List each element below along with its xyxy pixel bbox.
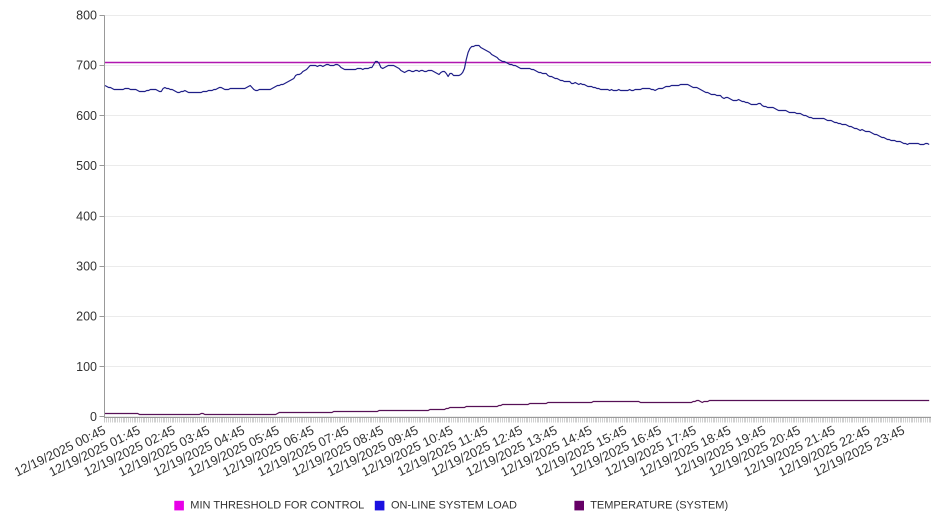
svg-text:400: 400 xyxy=(76,209,97,223)
svg-text:300: 300 xyxy=(76,260,97,274)
svg-text:500: 500 xyxy=(76,159,97,173)
svg-text:ON-LINE SYSTEM LOAD: ON-LINE SYSTEM LOAD xyxy=(391,500,517,512)
svg-text:TEMPERATURE (SYSTEM): TEMPERATURE (SYSTEM) xyxy=(590,500,728,512)
svg-text:0: 0 xyxy=(90,410,97,424)
svg-text:MIN THRESHOLD FOR CONTROL: MIN THRESHOLD FOR CONTROL xyxy=(190,500,364,512)
svg-text:100: 100 xyxy=(76,360,97,374)
svg-text:800: 800 xyxy=(76,9,97,23)
svg-text:200: 200 xyxy=(76,310,97,324)
svg-text:700: 700 xyxy=(76,59,97,73)
svg-text:600: 600 xyxy=(76,109,97,123)
